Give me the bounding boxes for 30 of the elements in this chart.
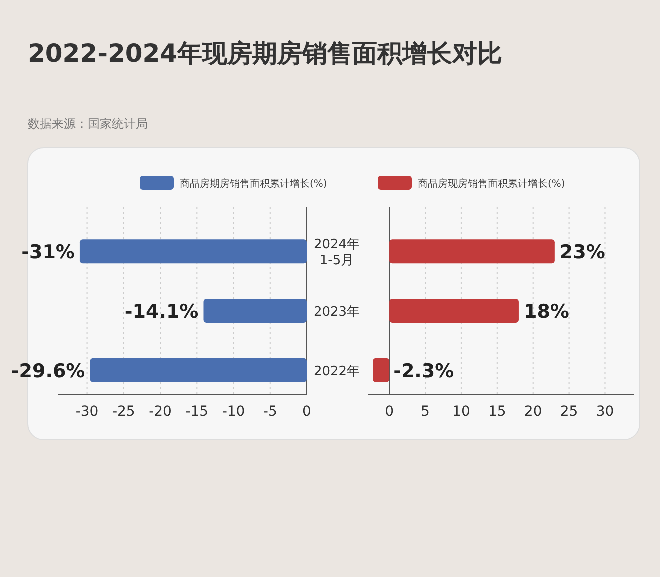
data-label: 23% xyxy=(560,242,606,264)
legend-label: 商品房期房销售面积累计增长(%) xyxy=(180,178,328,190)
x-tick-label: 10 xyxy=(452,404,470,420)
x-tick-label: -5 xyxy=(263,404,278,420)
x-tick-label: 30 xyxy=(596,404,614,420)
x-tick-label: -20 xyxy=(149,404,172,420)
x-tick-label: -30 xyxy=(76,404,99,420)
y-tick-label: 2023年 xyxy=(314,305,360,320)
bar xyxy=(373,358,390,382)
y-tick-label: 2022年 xyxy=(314,364,360,380)
x-tick-label: 15 xyxy=(488,404,506,420)
data-label: -14.1% xyxy=(124,301,199,323)
x-tick-label: 0 xyxy=(385,404,394,420)
legend-label: 商品房现房销售面积累计增长(%) xyxy=(418,178,566,190)
x-tick-label: 5 xyxy=(421,404,430,420)
y-tick-label: 2024年 1-5月 xyxy=(314,238,360,269)
x-tick-label: 25 xyxy=(560,404,578,420)
x-tick-label: 0 xyxy=(302,404,312,420)
x-tick-label: -10 xyxy=(222,404,246,420)
data-label: 18% xyxy=(524,301,570,323)
x-tick-label: -15 xyxy=(186,404,209,420)
x-tick-label: -25 xyxy=(112,404,136,420)
data-label: -31% xyxy=(22,242,75,264)
chart-title: 2022-2024年现房期房销售面积增长对比 xyxy=(28,39,503,68)
data-label: -29.6% xyxy=(11,360,86,382)
x-tick-label: 20 xyxy=(524,404,542,420)
data-label: -2.3% xyxy=(394,360,454,382)
bar xyxy=(390,240,555,264)
bar xyxy=(390,299,519,323)
source-note: 数据来源：国家统计局 xyxy=(28,117,148,131)
